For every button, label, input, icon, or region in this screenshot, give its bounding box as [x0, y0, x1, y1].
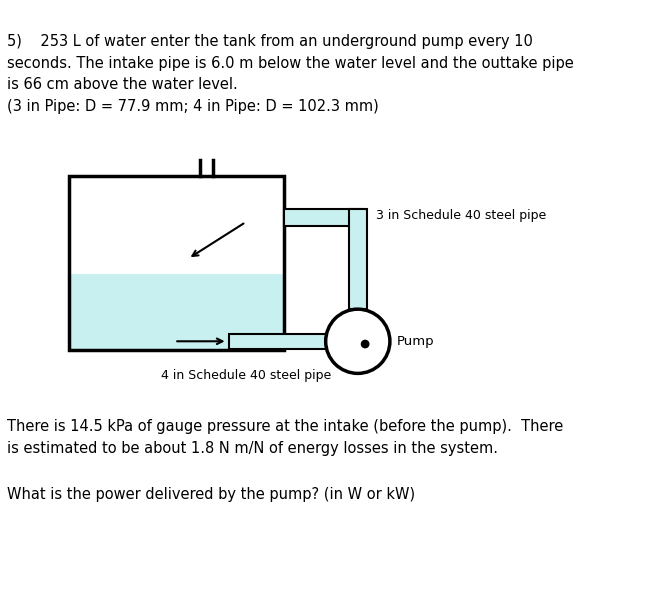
Bar: [69, 274, 284, 350]
Text: What is the power delivered by the pump? (in W or kW): What is the power delivered by the pump?…: [7, 487, 415, 502]
Text: There is 14.5 kPa of gauge pressure at the intake (before the pump).  There
is e: There is 14.5 kPa of gauge pressure at t…: [7, 419, 563, 457]
Bar: [284, 209, 362, 226]
Text: 5)    253 L of water enter the tank from an underground pump every 10
seconds. T: 5) 253 L of water enter the tank from an…: [7, 34, 574, 114]
Circle shape: [326, 309, 390, 373]
Text: Pump: Pump: [397, 335, 435, 348]
Text: 3 in Schedule 40 steel pipe: 3 in Schedule 40 steel pipe: [376, 209, 547, 222]
Bar: [229, 334, 326, 349]
Circle shape: [361, 340, 368, 348]
Bar: [348, 209, 367, 309]
Bar: [69, 176, 284, 350]
Text: 4 in Schedule 40 steel pipe: 4 in Schedule 40 steel pipe: [161, 369, 331, 382]
